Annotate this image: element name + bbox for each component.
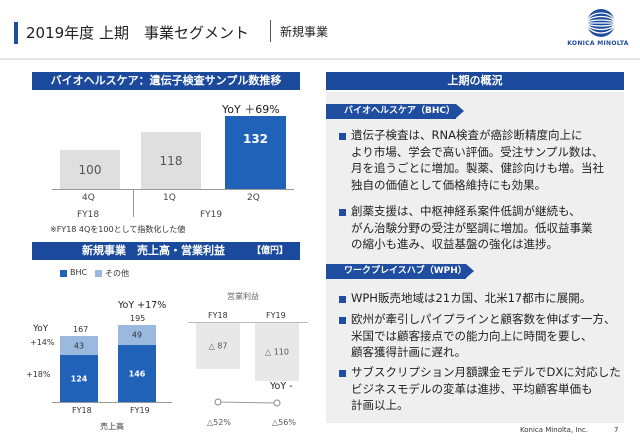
konica-minolta-logo-icon	[587, 9, 615, 37]
overview-panel	[326, 92, 624, 423]
overview-title: 上期の概況	[326, 72, 624, 90]
fy-label-fy19: FY19	[200, 210, 223, 220]
bhc-bullet-1-line-2: より市場、学会で高い評価。受注サンプル数は、	[351, 144, 604, 159]
wph-bullet-2-line-3: 顧客獲得計画に遅れ。	[351, 345, 467, 359]
bhc-subhead: バイオヘルスケア（BHC）	[326, 104, 464, 119]
op-tick-fy19: FY19	[266, 311, 286, 320]
sales-other-fy19: 49	[118, 325, 156, 345]
sales-yoy: YoY +17%	[118, 300, 167, 311]
op-yoy: YoY -	[270, 381, 293, 392]
footer-page-number: 7	[614, 426, 619, 434]
sales-axis	[52, 402, 172, 403]
bar-2q-value: 132	[242, 132, 269, 147]
bar-2q: 132	[225, 116, 286, 189]
sales-bhc-fy18-value: 124	[70, 374, 88, 383]
op-margin-line	[214, 398, 281, 407]
op-bar-fy18-value: △ 87	[208, 341, 228, 351]
bar-4q-value: 100	[78, 162, 102, 177]
footer-company: Konica Minolta, Inc.	[520, 426, 588, 434]
op-margin-fy18: △52%	[207, 418, 231, 427]
sales-other-fy19-value: 49	[131, 330, 143, 340]
bhc-bullet-1-line-4: 独自の価値として価格維持にも効果。	[351, 177, 547, 192]
op-bar-fy18: △ 87	[196, 323, 240, 369]
bhc-bullet-1-line-1: 遺伝子検査は、RNA検査が癌診断精度向上に	[351, 128, 583, 142]
wph-bullet-1: WPH販売地域は21カ国、北米17都市に展開。	[351, 290, 591, 307]
wph-bullet-2-line-1: 欧州が牽引しパイプラインと顧客数を伸ばす一方、	[351, 312, 616, 326]
chart2-title-text: 新規事業 売上高・営業利益	[82, 244, 225, 257]
legend-other-swatch	[95, 270, 102, 277]
op-margin-segment	[217, 401, 278, 404]
wph-bullet-1-line-1: WPH販売地域は21カ国、北米17都市に展開。	[351, 291, 592, 305]
chart1-axis	[52, 189, 294, 190]
chart1-axis-divider	[133, 189, 134, 217]
sales-total-fy18: 167	[73, 325, 89, 334]
bar-1q-value: 118	[159, 153, 183, 168]
wph-bullet-3-line-1: サブスクリプション月額課金モデルでDXに対応した	[351, 365, 621, 379]
op-tick-fy18: FY18	[208, 311, 228, 320]
chart2-title: 新規事業 売上高・営業利益 【億円】	[32, 242, 300, 260]
chart1-footnote: ※FY18 4Qを100として指数化した値	[50, 225, 186, 234]
sales-axis-label: 売上高	[100, 422, 124, 431]
bhc-bullet-2-line-3: の縮小も進み、収益基盤の強化は進捗。	[351, 237, 558, 251]
sales-other-yoy: +14%	[30, 338, 55, 347]
bhc-bullet-2: 創薬支援は、中枢神経系案件低調が継続も、 がん治験分野の受注が堅調に増加。低収益…	[351, 203, 593, 253]
op-bar-fy19-value: △ 110	[265, 347, 289, 357]
wph-bullet-3-line-2: ビジネスモデルの変革は進捗、平均顧客単価も	[351, 381, 593, 396]
op-margin-point-fy18	[214, 398, 222, 406]
wph-bullet-2-marker	[339, 317, 346, 324]
legend-bhc-label: BHC	[70, 268, 88, 277]
chart1-yoy: YoY ＋69%	[222, 103, 280, 116]
sales-tick-fy18: FY18	[72, 406, 92, 415]
page-title: 2019年度 上期 事業セグメント	[26, 24, 249, 42]
sales-bhc-fy19-value: 146	[128, 369, 146, 378]
sales-other-fy18: 43	[60, 336, 98, 355]
sales-total-fy19: 195	[130, 314, 146, 323]
bhc-bullet-1-line-3: 月を追うごとに増加。製薬、健診向けも増。当社	[351, 161, 604, 175]
bar-4q: 100	[60, 150, 120, 189]
sales-tick-fy19: FY19	[130, 406, 150, 415]
chart2-unit: 【億円】	[251, 246, 288, 256]
tick-2q: 2Q	[247, 193, 260, 203]
wph-bullet-3-marker	[339, 370, 346, 377]
sales-bhc-yoy: +18%	[26, 370, 51, 379]
page-subtitle: 新規事業	[280, 25, 329, 39]
wph-bullet-1-marker	[339, 296, 346, 303]
op-panel-fy18	[190, 301, 248, 302]
sales-other-fy18-value: 43	[73, 341, 85, 350]
bhc-bullet-1: 遺伝子検査は、RNA検査が癌診断精度向上に より市場、学会で高い評価。受注サンプ…	[351, 127, 604, 193]
wph-bullet-2-line-2: 米国では顧客接点での能力向上に時間を要し、	[351, 328, 593, 343]
op-bar-fy19: △ 110	[255, 323, 299, 381]
chart1-title: バイオヘルスケア：遺伝子検査サンプル数推移	[32, 72, 300, 90]
bhc-bullet-1-marker	[339, 133, 346, 140]
tick-1q: 1Q	[163, 193, 176, 203]
sales-yoy-axis: YoY	[33, 324, 49, 334]
bhc-bullet-2-line-1: 創薬支援は、中枢神経系案件低調が継続も、	[351, 204, 581, 218]
op-margin-fy19: △56%	[272, 418, 296, 427]
legend-other-label: その他	[105, 269, 129, 278]
title-accent-bar	[14, 22, 18, 44]
wph-bullet-3-line-3: 計画以上。	[351, 398, 409, 412]
sales-bhc-fy19: 146	[118, 345, 156, 402]
title-separator	[270, 20, 271, 42]
bar-1q: 118	[141, 132, 201, 189]
op-axis	[188, 322, 308, 323]
fy-label-fy18: FY18	[77, 210, 100, 220]
bhc-bullet-2-line-2: がん治験分野の受注が堅調に増加。低収益事業	[351, 220, 593, 235]
bhc-bullet-2-marker	[339, 209, 346, 216]
op-margin-point-fy19	[273, 399, 281, 407]
wph-subhead: ワークプレイスハブ（WPH）	[326, 264, 474, 279]
header-divider	[0, 58, 640, 60]
wph-bullet-2: 欧州が牽引しパイプラインと顧客数を伸ばす一方、 米国では顧客接点での能力向上に時…	[351, 311, 616, 361]
logo-wordmark: KONICA MINOLTA	[567, 40, 629, 47]
sales-bhc-fy18: 124	[60, 355, 98, 402]
wph-bullet-3: サブスクリプション月額課金モデルでDXに対応した ビジネスモデルの変革は進捗、平…	[351, 364, 621, 414]
tick-4q: 4Q	[82, 193, 95, 203]
op-label: 営業利益	[227, 292, 259, 301]
legend-bhc-swatch	[60, 270, 67, 277]
